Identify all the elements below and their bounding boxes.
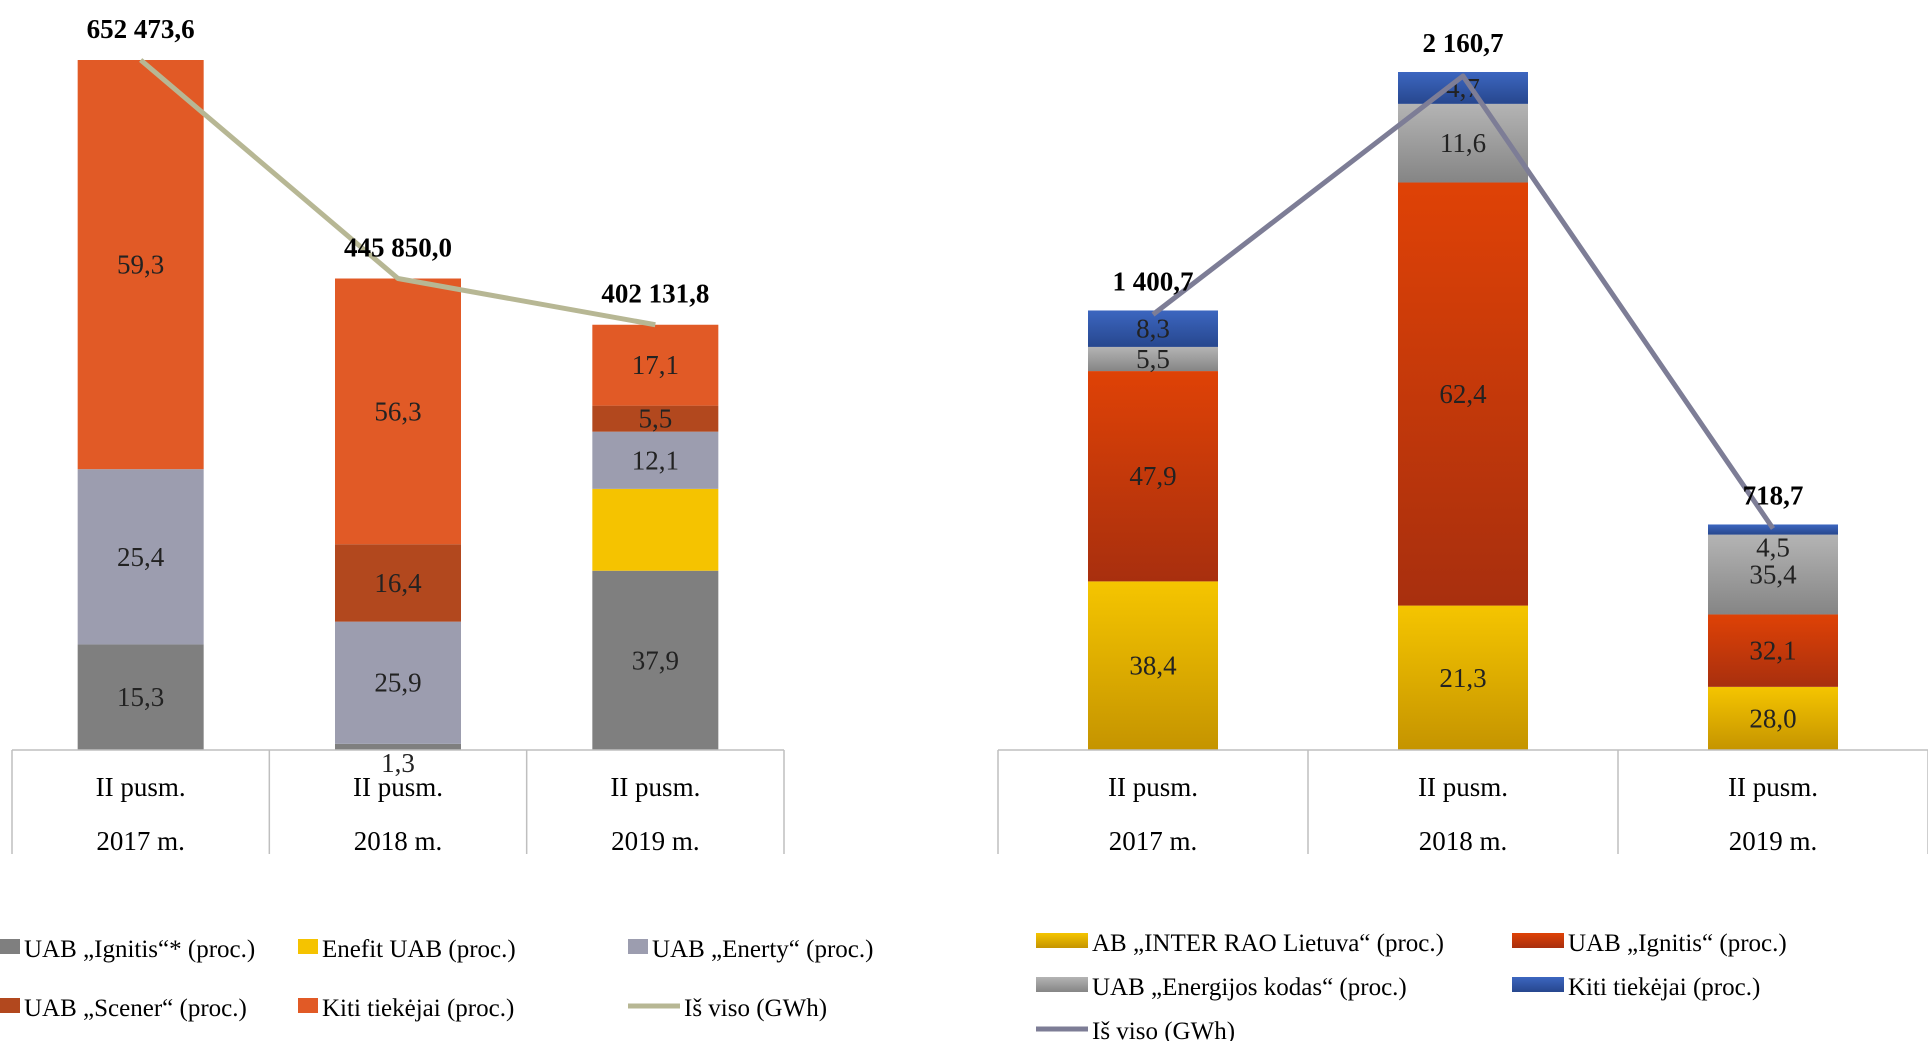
legend-label: Kiti tiekėjai (proc.)	[1568, 974, 1760, 1001]
legend-swatch	[1512, 977, 1564, 992]
bar-segment	[592, 431, 719, 489]
legend-label: UAB „Energijos kodas“ (proc.)	[1092, 974, 1407, 1001]
total-line	[139, 58, 656, 328]
data-label: 62,4	[1439, 379, 1487, 409]
legend-swatch	[628, 939, 648, 954]
bar-segment	[1088, 346, 1218, 372]
legend-label: UAB „Ignitis“* (proc.)	[24, 936, 255, 963]
chart-right: 38,447,95,58,321,362,411,64,728,032,135,…	[997, 28, 1928, 856]
x-tick-label: II pusm.	[96, 772, 186, 802]
x-tick-label: II pusm.	[1108, 772, 1198, 802]
legend-label: Iš viso (GWh)	[684, 995, 827, 1022]
data-label: 12,1	[632, 445, 679, 475]
total-line	[1151, 73, 1776, 530]
bar-segment	[335, 278, 461, 545]
bar-segment	[592, 570, 719, 750]
bar-segment	[1708, 524, 1838, 535]
data-label: 47,9	[1129, 461, 1176, 491]
total-label: 1 400,7	[1113, 266, 1194, 296]
bar-segment	[1708, 614, 1838, 687]
legend-label: AB „INTER RAO Lietuva“ (proc.)	[1092, 930, 1444, 957]
data-label: 21,3	[1439, 663, 1486, 693]
bar-segment	[335, 621, 461, 744]
x-tick-label: 2017 m.	[96, 826, 185, 856]
data-label: 16,4	[374, 568, 422, 598]
x-tick-label: 2019 m.	[611, 826, 700, 856]
data-label: 35,4	[1749, 560, 1797, 590]
data-label: 11,6	[1440, 128, 1486, 158]
legend-right: AB „INTER RAO Lietuva“ (proc.) UAB „Ignit…	[1036, 930, 1787, 1041]
legend-label: UAB „Enerty“ (proc.)	[652, 936, 873, 963]
x-tick-label: II pusm.	[353, 772, 443, 802]
x-tick-label: II pusm.	[1418, 772, 1508, 802]
bar-segment	[1398, 182, 1528, 606]
total-label: 718,7	[1743, 480, 1804, 510]
data-label: 8,3	[1136, 314, 1170, 344]
legend-label: Iš viso (GWh)	[1092, 1018, 1235, 1041]
legend-swatch	[0, 939, 20, 954]
legend-swatch	[298, 939, 318, 954]
data-label: 5,5	[638, 404, 672, 434]
data-label: 32,1	[1749, 636, 1796, 666]
x-tick-label: 2018 m.	[354, 826, 443, 856]
total-label: 445 850,0	[344, 233, 452, 263]
legend-label: Enefit UAB (proc.)	[322, 936, 516, 963]
x-tick-label: II pusm.	[1728, 772, 1818, 802]
data-label: 1,3	[381, 748, 415, 778]
total-label: 652 473,6	[87, 14, 195, 44]
bar-segment	[1088, 310, 1218, 347]
chart-left: 15,3 25,4 59,3 1,3 25,9 16,4 56,3 37,9 12,1 5,5 17…	[11, 14, 785, 856]
data-label: 4,5	[1756, 533, 1790, 563]
data-label: 38,4	[1129, 651, 1177, 681]
x-tick-label: II pusm.	[610, 772, 700, 802]
data-label: 56,3	[374, 396, 421, 426]
bar-segment	[77, 60, 204, 470]
legend-label: UAB „Scener“ (proc.)	[24, 995, 247, 1022]
legend-swatch	[0, 998, 20, 1013]
bar-segment	[77, 644, 204, 750]
data-label: 28,0	[1749, 703, 1796, 733]
data-label: 17,1	[632, 350, 679, 380]
legend-swatch	[1036, 933, 1088, 948]
bar-segment	[592, 324, 719, 406]
x-tick-label: 2017 m.	[1109, 826, 1198, 856]
total-label: 2 160,7	[1423, 28, 1504, 58]
data-label: 25,4	[117, 542, 165, 572]
data-label: 15,3	[117, 682, 164, 712]
legend-label: Kiti tiekėjai (proc.)	[322, 995, 514, 1022]
bar-segment	[1708, 534, 1838, 615]
total-label: 402 131,8	[601, 279, 709, 309]
legend-swatch	[1512, 933, 1564, 948]
bar-segment	[1708, 686, 1838, 750]
bar-segment	[592, 488, 719, 571]
bar-segment	[1088, 581, 1218, 750]
data-label: 37,9	[632, 645, 679, 675]
x-tick-label: 2018 m.	[1419, 826, 1508, 856]
bar-segment	[335, 544, 461, 622]
legend-swatch	[298, 998, 318, 1013]
data-label: 5,5	[1136, 344, 1170, 374]
x-tick-label: 2019 m.	[1729, 826, 1818, 856]
bar-segment	[1088, 371, 1218, 582]
legend-left: UAB „Ignitis“* (proc.) Enefit UAB (proc.)…	[0, 936, 873, 1022]
legend-swatch	[1036, 977, 1088, 992]
legend-label: UAB „Ignitis“ (proc.)	[1568, 930, 1787, 957]
bar-segment	[1398, 605, 1528, 750]
data-label: 25,9	[374, 668, 421, 698]
bar-segment	[335, 743, 461, 750]
bar-segment	[592, 405, 719, 432]
data-label: 59,3	[117, 250, 164, 280]
bar-segment	[77, 469, 204, 645]
